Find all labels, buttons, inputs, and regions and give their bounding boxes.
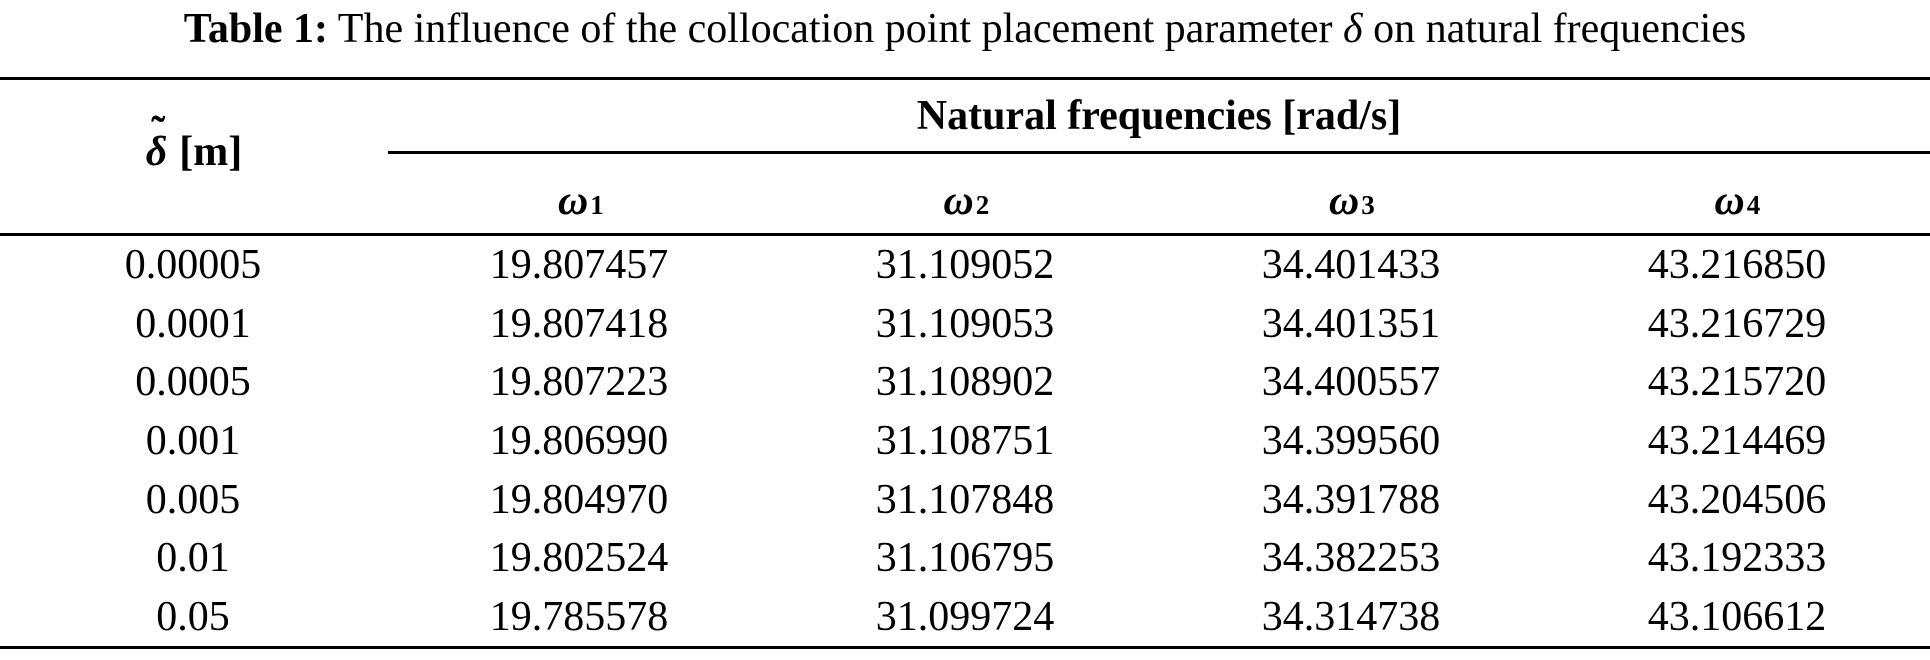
row-header-unit: [m] bbox=[179, 128, 243, 175]
table-rule-top bbox=[0, 77, 1930, 80]
table-cell: 19.804970 bbox=[489, 476, 669, 523]
table-caption-text-after: on natural frequencies bbox=[1362, 6, 1747, 52]
delta-tilde-symbol: ˜ δ bbox=[145, 111, 168, 176]
table-caption-label: Table 1: bbox=[183, 6, 329, 52]
table-cell: 43.214469 bbox=[1647, 417, 1827, 464]
table-caption: Table 1: The influence of the collocatio… bbox=[0, 0, 1930, 58]
table-cell: 0.0005 bbox=[135, 359, 251, 406]
table-cell: 43.216850 bbox=[1647, 242, 1827, 289]
omega-symbol: ω bbox=[943, 177, 974, 224]
table-cell: 0.05 bbox=[156, 593, 230, 640]
table-cell: 43.215720 bbox=[1647, 359, 1827, 406]
omega-subscript: 1 bbox=[590, 189, 604, 220]
table-cell: 19.807223 bbox=[489, 359, 669, 406]
table-cell: 31.106795 bbox=[875, 535, 1055, 582]
table-row: 0.01 19.802524 31.106795 34.382253 43.192333 bbox=[0, 529, 1930, 588]
table-cell: 31.108902 bbox=[875, 359, 1055, 406]
group-header-natural-frequencies: Natural frequencies [rad/s] bbox=[916, 92, 1402, 139]
table-cell: 43.204506 bbox=[1647, 476, 1827, 523]
table-cell: 31.107848 bbox=[875, 476, 1055, 523]
table-row: 0.05 19.785578 31.099724 34.314738 43.106612 bbox=[0, 587, 1930, 646]
omega-subscript: 2 bbox=[975, 189, 990, 220]
table-cell: 31.108751 bbox=[875, 417, 1055, 464]
table-cell: 31.109052 bbox=[875, 242, 1055, 289]
delta-tilde-symbol: ˜ δ bbox=[1343, 0, 1363, 58]
table-cell: 0.01 bbox=[156, 535, 230, 582]
delta-symbol: δ bbox=[145, 128, 168, 175]
table-cell: 19.807418 bbox=[489, 300, 669, 347]
table-cell: 34.401351 bbox=[1261, 300, 1441, 347]
omega-symbol: ω bbox=[1328, 177, 1360, 224]
table-rule-bottom bbox=[0, 646, 1930, 649]
table-rule-group-underline bbox=[388, 151, 1930, 154]
table-body: 0.00005 19.807457 31.109052 34.401433 43.216… bbox=[0, 236, 1930, 646]
table-cell: 0.0001 bbox=[135, 300, 251, 347]
table-cell: 19.806990 bbox=[489, 417, 669, 464]
table-cell: 34.382253 bbox=[1261, 535, 1441, 582]
table-cell: 43.216729 bbox=[1647, 300, 1827, 347]
table-cell: 19.785578 bbox=[489, 593, 669, 640]
omega-symbol: ω bbox=[557, 177, 589, 224]
table-rule-header-bottom bbox=[0, 233, 1930, 236]
table-cell: 31.109053 bbox=[875, 300, 1055, 347]
delta-symbol: δ bbox=[1343, 6, 1363, 52]
table-cell: 34.399560 bbox=[1261, 417, 1441, 464]
table-cell: 34.401433 bbox=[1261, 242, 1441, 289]
tilde-accent: ˜ bbox=[1347, 0, 1362, 28]
omega-subscript: 4 bbox=[1746, 189, 1761, 220]
table-cell: 43.106612 bbox=[1647, 593, 1827, 640]
table-row: 0.00005 19.807457 31.109052 34.401433 43.216… bbox=[0, 236, 1930, 295]
table-caption-text-before: The influence of the collocation point p… bbox=[328, 6, 1344, 52]
table-row: 0.005 19.804970 31.107848 34.391788 43.20450… bbox=[0, 470, 1930, 529]
table-cell: 0.005 bbox=[145, 476, 241, 523]
omega-symbol: ω bbox=[1714, 177, 1745, 224]
row-header-delta-m: ˜ δ [m] bbox=[0, 80, 388, 233]
table-cell: 19.807457 bbox=[489, 242, 669, 289]
table-cell: 0.001 bbox=[145, 417, 241, 464]
table-cell: 34.314738 bbox=[1261, 593, 1441, 640]
table-cell: 43.192333 bbox=[1647, 535, 1827, 582]
table-row: 0.001 19.806990 31.108751 34.399560 43.21446… bbox=[0, 412, 1930, 471]
omega-subscript: 3 bbox=[1361, 189, 1375, 220]
table-cell: 34.400557 bbox=[1261, 359, 1441, 406]
tilde-accent: ˜ bbox=[151, 108, 166, 155]
table-cell: 34.391788 bbox=[1261, 476, 1441, 523]
table-cell: 0.00005 bbox=[124, 242, 262, 289]
table-cell: 19.802524 bbox=[489, 535, 669, 582]
table-row: 0.0005 19.807223 31.108902 34.400557 43.2157… bbox=[0, 353, 1930, 412]
table-cell: 31.099724 bbox=[875, 593, 1055, 640]
table-row: 0.0001 19.807418 31.109053 34.401351 43.2167… bbox=[0, 295, 1930, 354]
